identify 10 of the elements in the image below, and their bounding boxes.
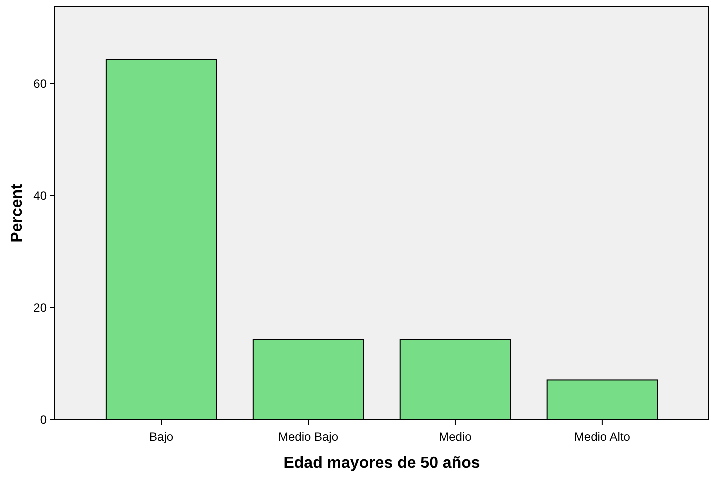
- x-tick-label: Medio Bajo: [278, 430, 339, 444]
- y-tick-label: 0: [40, 413, 48, 428]
- y-tick-label: 60: [34, 76, 48, 91]
- x-tick-label: Medio: [439, 430, 472, 444]
- y-tick-label: 20: [34, 301, 48, 316]
- y-tick-label: 40: [34, 189, 48, 204]
- x-tick-label: Bajo: [150, 430, 174, 444]
- y-axis-title: Percent: [9, 183, 26, 243]
- x-tick-label: Medio Alto: [574, 430, 631, 444]
- x-axis-title: Edad mayores de 50 años: [284, 455, 480, 472]
